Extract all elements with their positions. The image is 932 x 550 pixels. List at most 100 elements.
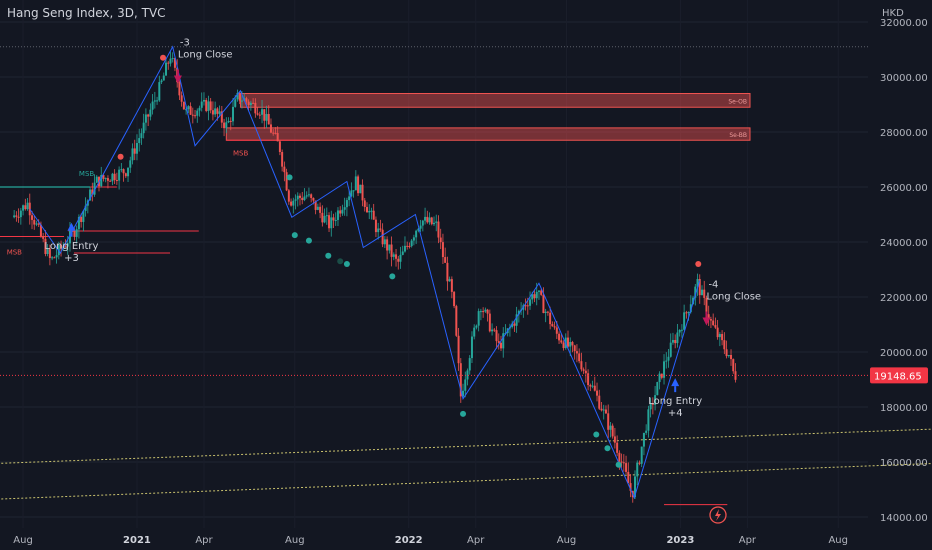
candle-body: [676, 332, 679, 344]
candle-body: [658, 373, 661, 383]
candle-body: [455, 306, 458, 336]
candle-body: [386, 239, 389, 251]
candle-body: [470, 336, 473, 359]
candle-body: [730, 354, 733, 360]
y-tick-label: 22000.00: [880, 293, 928, 304]
candle-body: [395, 254, 398, 259]
candle-body: [462, 390, 465, 397]
candle-body: [475, 325, 478, 328]
candle-body: [285, 172, 288, 191]
candle-body: [140, 133, 143, 139]
y-tick-label: 18000.00: [880, 403, 928, 414]
candle-body: [464, 379, 467, 391]
candle-body: [625, 463, 628, 472]
candle-body: [104, 178, 107, 180]
candle-body: [357, 176, 360, 194]
x-tick-label: Aug: [13, 535, 33, 546]
candle-body: [515, 314, 518, 326]
x-tick-label: Apr: [739, 535, 757, 546]
candle-body: [428, 217, 431, 223]
signal-dot: [593, 431, 600, 438]
candle-body: [477, 311, 480, 326]
signal-label: Long Entry: [648, 396, 702, 407]
candle-body: [82, 210, 85, 222]
candle-body: [687, 311, 690, 313]
candle-body: [68, 230, 71, 244]
candle-body: [296, 195, 299, 200]
y-tick-label: 30000.00: [880, 73, 928, 84]
candle-body: [22, 205, 25, 211]
candle-body: [171, 58, 174, 60]
candle-body: [397, 258, 400, 262]
close-arrow: [173, 75, 182, 84]
trendline: [0, 428, 932, 464]
candle-body: [252, 102, 255, 104]
candle-body: [645, 430, 648, 433]
candle-body: [113, 173, 116, 181]
candle-body: [218, 111, 221, 114]
candle-body: [263, 109, 266, 121]
candle-body: [433, 222, 435, 225]
signal-sub-label: -3: [180, 38, 190, 49]
signal-dot: [160, 54, 167, 61]
candle-body: [542, 294, 545, 314]
candle-body: [392, 254, 395, 257]
x-tick-label: 2021: [123, 535, 151, 546]
signal-label: Long Entry: [44, 241, 98, 252]
candle-body: [77, 217, 80, 230]
candle-body: [294, 199, 297, 201]
candle-body: [303, 196, 306, 201]
candle-body: [584, 370, 587, 374]
candle-body: [488, 313, 491, 332]
x-tick-label: 2023: [666, 535, 694, 546]
candle-body: [214, 108, 217, 115]
candle-body: [310, 194, 313, 198]
candle-body: [229, 120, 232, 122]
candle-body: [191, 114, 194, 116]
candle-body: [207, 101, 210, 111]
candle-body: [173, 58, 176, 68]
candle-body: [48, 248, 51, 258]
candle-body: [424, 216, 427, 221]
last-price-label: 19148.65: [874, 371, 922, 382]
candle-body: [202, 99, 205, 102]
candle-body: [732, 359, 735, 372]
candle-body: [656, 382, 659, 396]
candle-body: [84, 205, 87, 211]
candle-body: [660, 373, 663, 378]
candle-body: [66, 243, 69, 247]
candle-body: [138, 138, 141, 144]
candle-body: [167, 62, 170, 64]
candle-body: [39, 224, 42, 237]
order-block-zone: [239, 93, 751, 108]
candle-body: [261, 109, 264, 115]
candle-body: [281, 152, 284, 167]
candle-body: [160, 80, 163, 83]
candle-body: [334, 219, 337, 221]
candle-body: [28, 202, 31, 216]
signal-dot: [325, 252, 332, 259]
candle-body: [640, 446, 643, 464]
x-tick-label: Aug: [285, 535, 305, 546]
candle-body: [370, 210, 373, 212]
candle-body: [558, 333, 561, 341]
candle-body: [368, 210, 371, 213]
candle-body: [330, 217, 333, 229]
candle-body: [89, 189, 92, 201]
signal-dot: [389, 273, 396, 280]
candle-body: [578, 353, 581, 362]
candle-body: [412, 237, 415, 241]
candle-body: [566, 337, 569, 347]
candle-body: [120, 169, 123, 171]
candle-body: [535, 291, 538, 299]
candle-body: [502, 333, 505, 349]
candle-body: [707, 314, 710, 320]
currency-label: HKD: [882, 8, 904, 19]
candle-body: [187, 106, 190, 110]
zone-label: Se-BB: [729, 132, 747, 139]
candle-body: [336, 210, 339, 220]
candle-body: [31, 215, 34, 220]
candle-body: [129, 160, 132, 168]
candle-body: [26, 202, 29, 210]
